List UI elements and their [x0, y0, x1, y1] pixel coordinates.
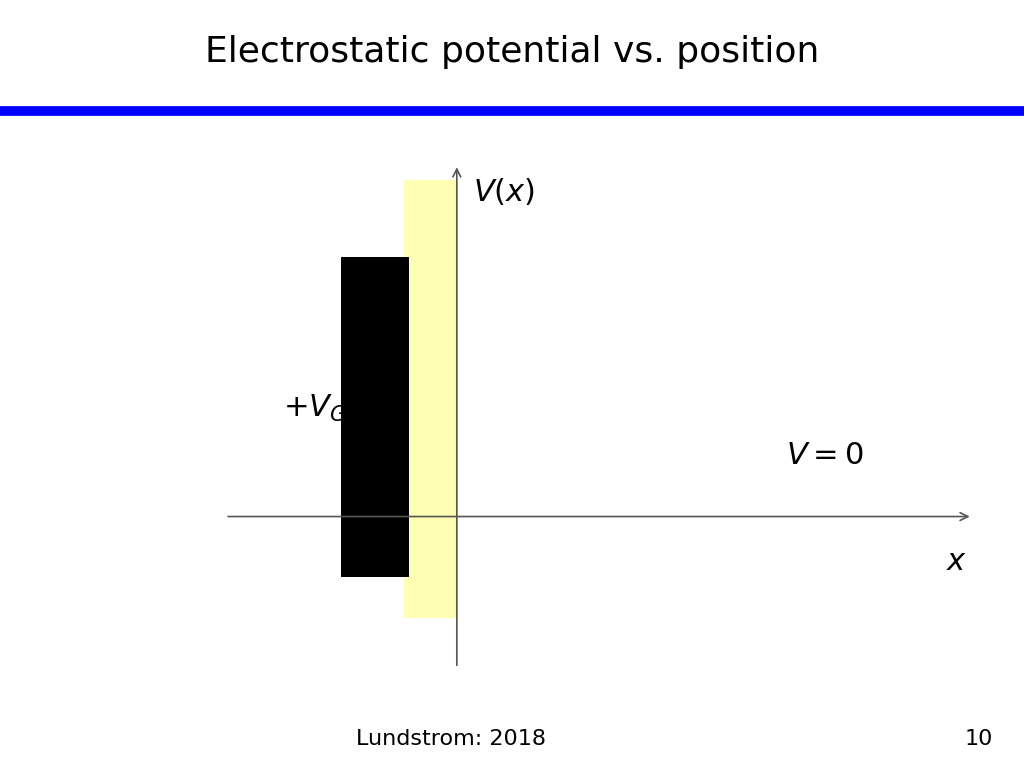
Text: Lundstrom: 2018: Lundstrom: 2018 [355, 729, 546, 749]
Text: $+V_G$: $+V_G$ [284, 393, 347, 424]
Text: $V=0$: $V=0$ [786, 442, 864, 470]
Bar [341, 257, 410, 578]
Text: 10: 10 [965, 729, 993, 749]
Text: Electrostatic potential vs. position: Electrostatic potential vs. position [205, 35, 819, 68]
Text: $x$: $x$ [946, 547, 968, 576]
Bar [404, 180, 457, 617]
Text: $V(x)$: $V(x)$ [473, 176, 535, 207]
